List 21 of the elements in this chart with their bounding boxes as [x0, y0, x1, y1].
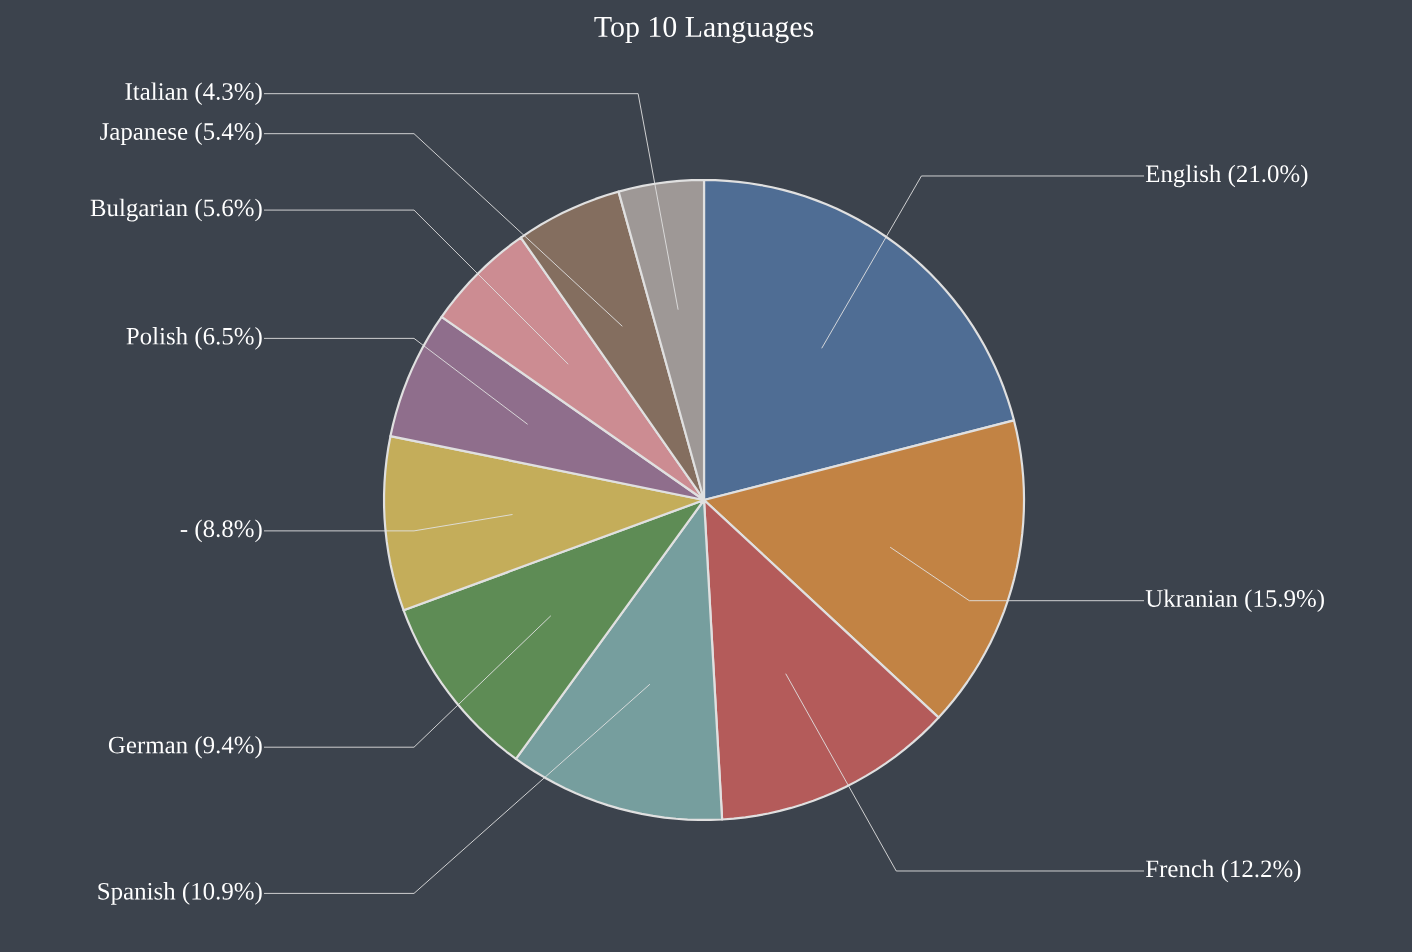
slice-label: Polish: [126, 327, 188, 345]
data-label: (12.2%): [1221, 859, 1301, 883]
data-label: (4.3%): [195, 82, 262, 105]
slice-label: Italian: [125, 82, 188, 100]
slice-label: Ukranian: [1145, 589, 1238, 607]
data-label: (9.4%): [195, 735, 262, 759]
data-label: (10.9%): [182, 882, 262, 905]
data-label: (8.8%): [195, 519, 262, 543]
slice-label: German: [108, 736, 188, 754]
slice-label: French: [1145, 859, 1215, 878]
data-label: (6.5%): [195, 327, 262, 350]
slice-label: English: [1145, 164, 1222, 188]
data-label: (15.9%): [1245, 589, 1324, 612]
data-label: (5.6%): [195, 198, 262, 222]
slice-label: Spanish: [98, 882, 176, 905]
slice-label: -: [180, 530, 188, 532]
data-label: (21.0%): [1228, 164, 1308, 188]
chart-title: Top 10 Languages: [594, 16, 814, 44]
slice-label: Bulgarian: [90, 198, 188, 222]
data-label: (5.4%): [195, 122, 262, 145]
slice-label: Japanese: [100, 123, 188, 145]
